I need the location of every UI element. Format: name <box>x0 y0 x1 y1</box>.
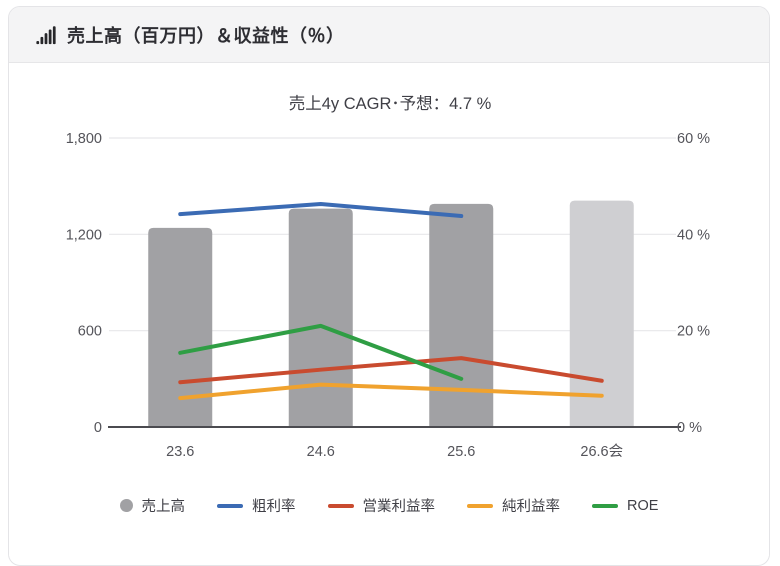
legend-item-net-margin: 純利益率 <box>467 495 560 516</box>
chart-legend: 売上高 粗利率 営業利益率 純利益率 ROE <box>9 495 769 516</box>
left-axis-tick: 0 <box>94 420 102 436</box>
bar-23.6 <box>148 227 213 427</box>
bar-24.6 <box>288 208 353 427</box>
bar-26.6会 <box>569 200 634 427</box>
legend-marker-revenue <box>119 499 133 512</box>
line-series-operating-margin <box>178 356 604 385</box>
legend-label-operating-margin: 営業利益率 <box>362 499 436 515</box>
legend-marker-operating-margin <box>327 503 354 508</box>
chart-area: 売上4y CAGR･予想：4.7 % 0 600 1,200 1,800 0 % 20 % 4… <box>9 63 769 556</box>
right-axis-tick: 60 % <box>677 131 710 147</box>
right-axis-labels: 0 % 20 % 40 % 60 % <box>677 131 710 436</box>
left-axis-tick: 600 <box>78 324 102 340</box>
right-axis-tick: 40 % <box>677 227 710 243</box>
right-axis-tick: 20 % <box>677 324 710 340</box>
x-axis-label: 25.6 <box>447 444 475 460</box>
combo-chart: 売上4y CAGR･予想：4.7 % 0 600 1,200 1,800 0 % 20 % 4… <box>66 94 710 460</box>
x-axis-label: 26.6会 <box>580 443 623 460</box>
line-series-roe <box>178 323 464 381</box>
x-axis-labels: 23.6 24.6 25.6 26.6会 <box>166 443 623 460</box>
left-axis-tick: 1,200 <box>66 227 102 243</box>
line-series-gross-margin <box>178 201 464 219</box>
chart-title: 売上4y CAGR･予想：4.7 % <box>289 94 492 113</box>
left-axis-labels: 0 600 1,200 1,800 <box>66 131 102 436</box>
legend-marker-roe <box>592 503 619 508</box>
card-header: 売上高（百万円）＆収益性（％） <box>9 7 769 63</box>
line-series-net-margin <box>178 382 604 401</box>
legend-marker-net-margin <box>467 503 494 508</box>
legend-label-net-margin: 純利益率 <box>502 499 561 515</box>
legend-item-gross-margin: 粗利率 <box>217 495 296 516</box>
legend-item-operating-margin: 営業利益率 <box>327 495 436 516</box>
left-axis-tick: 1,800 <box>66 131 102 147</box>
bar-chart-icon <box>35 24 57 46</box>
legend-label-revenue: 売上高 <box>141 499 186 515</box>
legend-item-roe: ROE <box>592 498 658 514</box>
card-title: 売上高（百万円）＆収益性（％） <box>67 25 345 46</box>
chart-card: 売上高（百万円）＆収益性（％） 売上4y CAGR･予想：4.7 % 0 600 1,… <box>8 6 770 566</box>
legend-label-gross-margin: 粗利率 <box>252 499 296 515</box>
legend-item-revenue: 売上高 <box>119 495 186 516</box>
bar-series-revenue <box>148 200 634 427</box>
bar-25.6 <box>429 203 494 427</box>
x-axis-label: 24.6 <box>307 444 335 460</box>
legend-marker-gross-margin <box>217 503 244 508</box>
x-axis-label: 23.6 <box>166 444 194 460</box>
legend-label-roe: ROE <box>627 497 659 514</box>
right-axis-tick: 0 % <box>677 420 702 436</box>
